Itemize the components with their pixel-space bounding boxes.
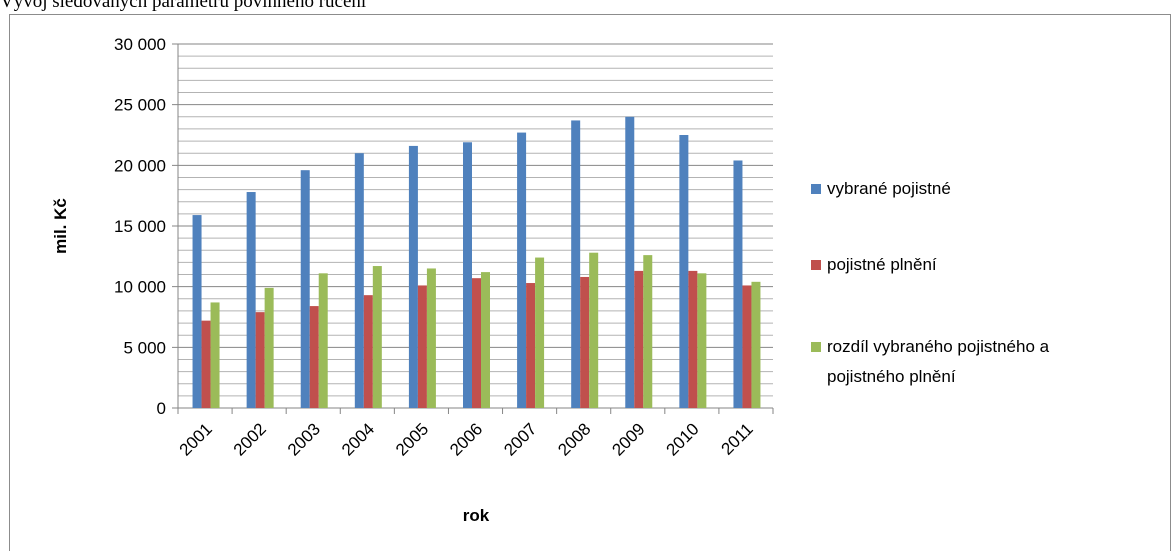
y-axis-title: mil. Kč	[51, 198, 70, 254]
bar-1-2008	[580, 276, 590, 408]
bar-2-2010	[697, 273, 707, 408]
bar-1-2010	[688, 270, 698, 408]
y-tick-label: 15 000	[114, 217, 166, 236]
bar-0-2004	[354, 153, 364, 408]
x-tick-label: 2011	[717, 419, 756, 458]
bar-0-2008	[571, 120, 581, 408]
y-tick-label: 10 000	[114, 278, 166, 297]
bar-0-2011	[733, 160, 743, 408]
bar-0-2003	[300, 170, 310, 408]
bar-2-2008	[589, 252, 599, 408]
x-tick-label: 2002	[230, 419, 270, 459]
bar-2-2001	[210, 302, 220, 408]
bar-0-2002	[246, 192, 256, 408]
y-tick-label: 20 000	[114, 156, 166, 175]
bar-1-2009	[634, 270, 644, 408]
legend-label-0: vybrané pojistné	[827, 179, 951, 198]
bar-0-2006	[463, 142, 472, 408]
x-tick-label: 2004	[338, 419, 378, 459]
y-tick-label: 25 000	[114, 96, 166, 115]
y-tick-label: 0	[157, 399, 166, 418]
bar-2-2006	[481, 272, 490, 408]
bar-1-2002	[255, 312, 265, 408]
bar-0-2005	[408, 145, 418, 409]
bar-0-2007	[517, 132, 527, 408]
y-tick-label: 5 000	[123, 338, 166, 357]
x-tick-label: 2001	[176, 419, 216, 459]
bar-2-2011	[751, 281, 761, 408]
legend-label-1: pojistné plnění	[827, 255, 937, 274]
chart-frame	[9, 14, 1171, 551]
bar-2-2009	[643, 255, 653, 408]
bar-1-2006	[472, 278, 481, 408]
legend-label-2: rozdíl vybraného pojistného a	[827, 337, 1050, 356]
bar-0-2001	[192, 215, 202, 408]
bar-2-2002	[264, 287, 274, 408]
bar-1-2004	[363, 295, 373, 408]
legend-swatch-1	[811, 260, 821, 270]
legend-swatch-0	[811, 184, 821, 194]
legend-label-2: pojistného plnění	[827, 367, 956, 386]
bar-2-2007	[535, 257, 545, 408]
x-tick-label: 2005	[392, 419, 432, 459]
bar-1-2007	[526, 283, 536, 408]
bar-0-2009	[625, 116, 635, 409]
bar-1-2001	[201, 320, 211, 408]
x-tick-label: 2009	[608, 419, 648, 459]
legend-swatch-2	[811, 342, 821, 352]
x-tick-label: 2008	[554, 419, 594, 459]
x-tick-label: 2003	[284, 419, 324, 459]
figure-caption: Vývoj sledovaných parametrů povinného ru…	[0, 0, 367, 12]
bar-1-2005	[417, 285, 427, 408]
bar-1-2011	[742, 285, 752, 408]
x-tick-label: 2006	[446, 419, 486, 459]
x-axis-title: rok	[463, 506, 490, 525]
x-tick-label: 2007	[500, 419, 540, 459]
bar-2-2003	[318, 273, 328, 408]
x-tick-label: 2010	[663, 419, 703, 459]
bar-0-2010	[679, 135, 689, 408]
y-tick-label: 30 000	[114, 35, 166, 54]
bar-2-2005	[426, 268, 436, 408]
bar-1-2003	[309, 306, 319, 408]
bar-2-2004	[372, 266, 382, 408]
